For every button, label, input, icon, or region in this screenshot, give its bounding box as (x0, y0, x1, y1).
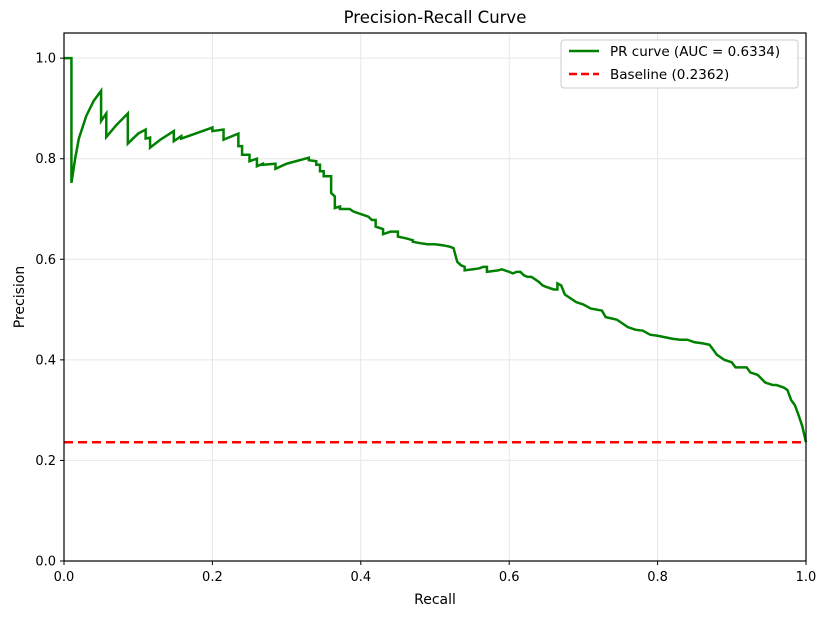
y-tick-label: 0.8 (35, 152, 56, 167)
y-axis-ticks: 0.0 0.2 0.4 0.6 0.8 1.0 (35, 52, 64, 570)
y-axis-label: Precision (12, 266, 28, 328)
x-axis-ticks: 0.0 0.2 0.4 0.6 0.8 1.0 (54, 561, 817, 585)
legend-label-pr-curve: PR curve (AUC = 0.6334) (610, 44, 780, 60)
y-tick-label: 0.6 (35, 253, 56, 268)
y-tick-label: 0.0 (35, 555, 56, 570)
x-tick-label: 0.6 (499, 570, 520, 585)
legend-label-baseline: Baseline (0.2362) (610, 67, 729, 83)
x-tick-label: 0.2 (202, 570, 223, 585)
series-layer (64, 56, 808, 444)
y-tick-label: 0.2 (35, 454, 56, 469)
x-tick-label: 0.8 (647, 570, 668, 585)
x-tick-label: 0.4 (350, 570, 371, 585)
x-tick-label: 1.0 (796, 570, 817, 585)
x-axis-label: Recall (414, 592, 456, 608)
legend-box (560, 39, 799, 89)
y-tick-label: 0.4 (35, 353, 56, 368)
plot-frame (63, 32, 807, 562)
y-tick-label: 1.0 (35, 52, 56, 67)
pr-curve-line (64, 56, 808, 443)
x-tick-label: 0.0 (54, 570, 75, 585)
legend: PR curve (AUC = 0.6334) Baseline (0.2362… (560, 39, 799, 89)
chart-title: Precision-Recall Curve (344, 8, 527, 27)
